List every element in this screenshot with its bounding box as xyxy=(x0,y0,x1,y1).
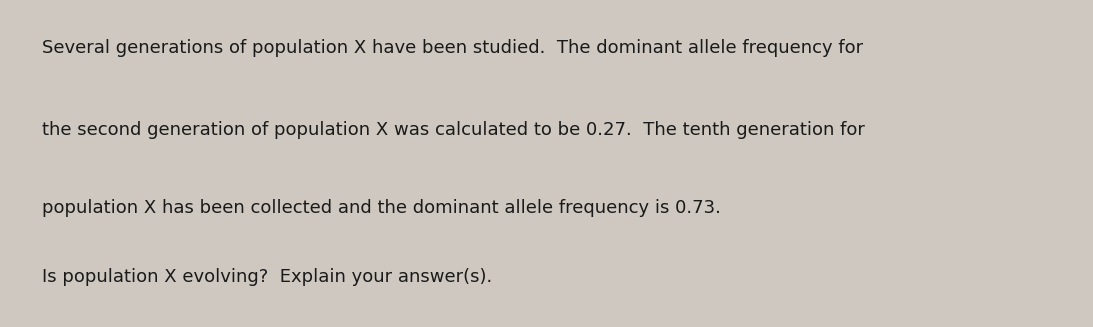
Text: the second generation of population X was calculated to be 0.27.  The tenth gene: the second generation of population X wa… xyxy=(42,121,865,139)
Text: Several generations of population X have been studied.  The dominant allele freq: Several generations of population X have… xyxy=(42,39,862,57)
Text: population X has been collected and the dominant allele frequency is 0.73.: population X has been collected and the … xyxy=(42,199,720,217)
Text: Is population X evolving?  Explain your answer(s).: Is population X evolving? Explain your a… xyxy=(42,268,492,286)
